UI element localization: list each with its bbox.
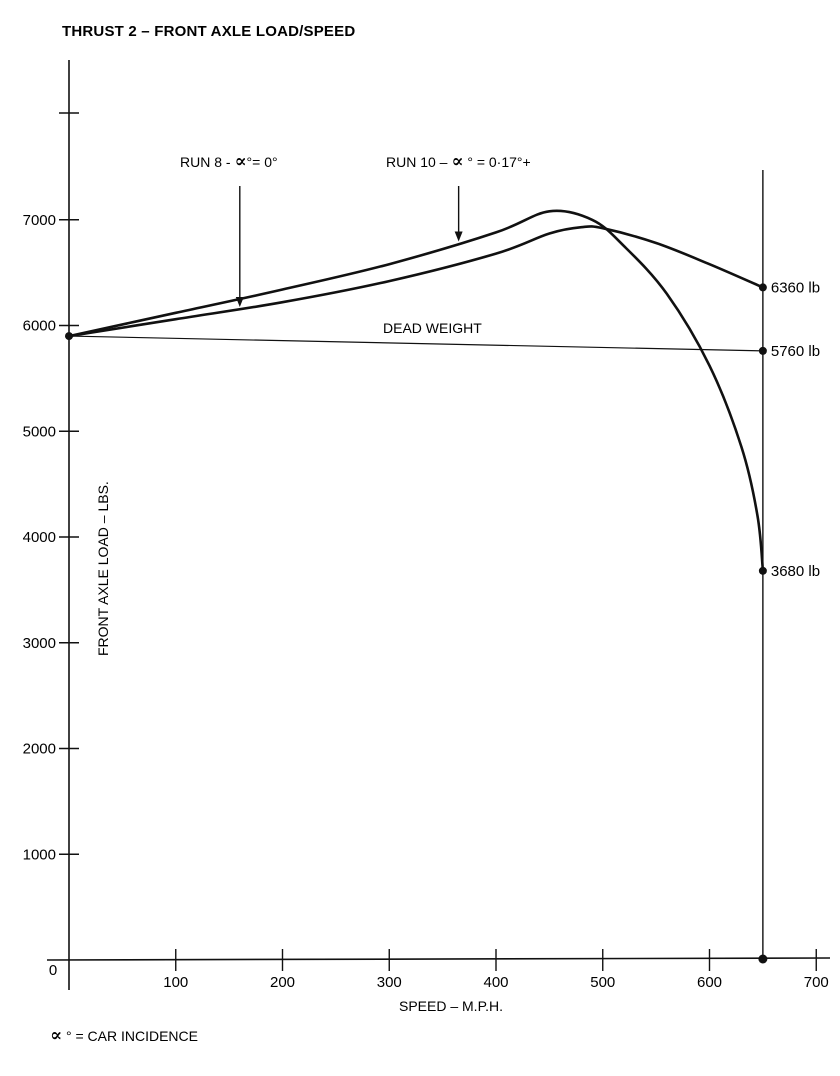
end-point xyxy=(758,566,767,575)
y-tick-label: 7000 xyxy=(23,212,56,229)
x-axis-label: SPEED – M.P.H. xyxy=(399,998,503,1014)
y-tick-label: 4000 xyxy=(23,529,56,546)
alpha-symbol: ∝ xyxy=(234,151,246,172)
x-tick-label: 100 xyxy=(163,974,188,991)
dead-weight-label: DEAD WEIGHT xyxy=(383,320,482,336)
run10-annotation: RUN 10 – ∝ ° = 0·17°+ xyxy=(386,151,531,172)
y-axis-label: FRONT AXLE LOAD – LBS. xyxy=(95,481,111,656)
run8-annotation-suffix: °= 0° xyxy=(247,154,278,170)
run-8-line xyxy=(67,225,765,338)
end-point xyxy=(758,283,767,292)
y-tick-label: 3000 xyxy=(23,635,56,652)
run8-annotation: RUN 8 - ∝°= 0° xyxy=(180,151,278,172)
end-value-label: 6360 lb xyxy=(771,279,820,296)
x-tick-label: 600 xyxy=(697,974,722,991)
run8-annotation-prefix: RUN 8 - xyxy=(180,154,234,170)
run8-arrow-head xyxy=(235,297,244,308)
legend-note-text: ° = CAR INCIDENCE xyxy=(62,1028,198,1044)
run10-arrow-head xyxy=(454,231,463,242)
origin-point xyxy=(65,332,73,341)
alpha-symbol: ∝ xyxy=(451,151,463,172)
end-point xyxy=(758,346,767,355)
y-tick-label: 2000 xyxy=(23,741,56,758)
run10-annotation-prefix: RUN 10 – xyxy=(386,154,451,170)
dead-weight-line xyxy=(68,335,764,352)
x-axis-line xyxy=(46,957,831,961)
axes xyxy=(46,60,831,990)
x-axis-end-point xyxy=(758,954,768,964)
x-tick-label: 300 xyxy=(377,974,402,991)
y-tick-label: 6000 xyxy=(23,318,56,335)
alpha-symbol: ∝ xyxy=(50,1025,62,1046)
tick-labels: 1000 2000 3000 4000 5000 6000 7000 0 100 200 300 40… xyxy=(23,212,829,991)
x-tick-label: 200 xyxy=(270,974,295,991)
legend-note: ∝ ° = CAR INCIDENCE xyxy=(50,1025,198,1046)
x-tick-label: 0 xyxy=(49,962,57,979)
series-lines xyxy=(67,209,765,573)
x-tick-label: 400 xyxy=(483,974,508,991)
end-value-label: 3680 lb xyxy=(771,563,820,580)
run-10-line xyxy=(67,209,765,573)
run10-annotation-suffix: ° = 0·17°+ xyxy=(463,154,530,170)
chart-title: THRUST 2 – FRONT AXLE LOAD/SPEED xyxy=(62,23,355,40)
tick-marks xyxy=(59,112,817,971)
y-tick-label: 5000 xyxy=(23,423,56,440)
end-points xyxy=(65,283,768,964)
x-tick-label: 700 xyxy=(804,974,829,991)
x-tick-label: 500 xyxy=(590,974,615,991)
end-value-labels: 6360 lb 5760 lb 3680 lb xyxy=(771,279,820,579)
end-value-label: 5760 lb xyxy=(771,343,820,360)
y-tick-label: 1000 xyxy=(23,846,56,863)
annotation-arrows xyxy=(235,186,463,308)
